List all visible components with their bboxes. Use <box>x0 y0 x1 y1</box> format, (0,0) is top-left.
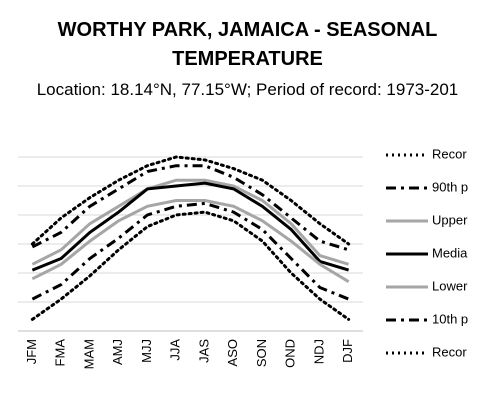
legend-label: Recor <box>432 344 467 359</box>
legend-label: Lower <box>432 278 468 293</box>
x-tick-label: JAS <box>196 339 211 363</box>
x-tick-label: MJJ <box>139 339 154 363</box>
x-tick-label: NDJ <box>311 339 326 364</box>
x-tick-label: DJF <box>340 339 355 363</box>
chart-title: WORTHY PARK, JAMAICA - SEASONAL TEMPERAT… <box>57 19 438 70</box>
series-line <box>31 164 350 252</box>
legend-label: Media <box>432 245 468 260</box>
legend-label: Recor <box>432 146 467 161</box>
x-tick-label: OND <box>283 339 298 368</box>
legend-label: 10th p <box>432 311 468 326</box>
x-tick-label: FMA <box>53 339 68 367</box>
x-tick-label: SON <box>254 339 269 367</box>
x-tick-label: AMJ <box>110 339 125 365</box>
series-line <box>31 201 350 301</box>
legend-label: Upper <box>432 212 468 227</box>
series-line <box>31 181 350 272</box>
series-line <box>30 155 351 246</box>
chart-subtitle: Location: 18.14°N, 77.15°W; Period of re… <box>36 80 459 99</box>
series-line <box>30 210 351 321</box>
x-tick-label: ASO <box>225 339 240 366</box>
x-tick-label: MAM <box>81 339 96 369</box>
series-line <box>31 178 350 266</box>
legend-label: 90th p <box>432 179 468 194</box>
x-tick-label: JJA <box>168 339 183 361</box>
x-tick-label: JFM <box>24 339 39 364</box>
series-line <box>31 199 350 283</box>
